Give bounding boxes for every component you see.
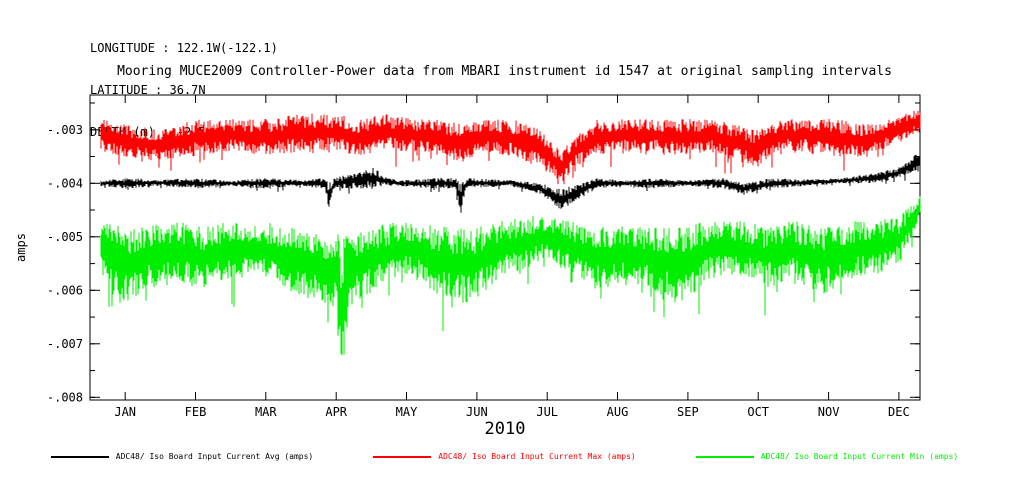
x-tick-label: JAN xyxy=(114,405,136,419)
legend-item-1: ADC48/ Iso Board Input Current Max (amps… xyxy=(373,452,636,461)
legend-line-sample xyxy=(50,455,109,458)
chart-legend: ADC48/ Iso Board Input Current Avg (amps… xyxy=(0,452,1009,461)
plot-title: Mooring MUCE2009 Controller-Power data f… xyxy=(117,64,892,79)
y-axis-title: amps xyxy=(14,233,28,262)
legend-item-0: ADC48/ Iso Board Input Current Avg (amps… xyxy=(50,452,314,461)
y-tick-label: -.007 xyxy=(47,337,83,351)
latitude-text: LATITUDE : 36.7N xyxy=(90,83,206,97)
y-tick-label: -.003 xyxy=(47,123,83,137)
x-axis-title: 2010 xyxy=(485,419,526,439)
legend-line-sample xyxy=(695,455,754,458)
x-tick-label: APR xyxy=(325,405,347,419)
x-tick-label: JUN xyxy=(466,405,488,419)
x-tick-label: SEP xyxy=(677,405,699,419)
legend-line-sample xyxy=(373,455,432,458)
legend-label: ADC48/ Iso Board Input Current Min (amps… xyxy=(760,452,959,461)
series-trace-2 xyxy=(100,196,921,356)
axes xyxy=(89,94,921,401)
x-tick-label: JUL xyxy=(536,405,558,419)
x-tick-label: AUG xyxy=(607,405,629,419)
legend-label: ADC48/ Iso Board Input Current Avg (amps… xyxy=(115,452,314,461)
y-tick-label: -.008 xyxy=(47,390,83,404)
x-tick-label: MAY xyxy=(396,405,418,419)
y-tick-label: -.004 xyxy=(47,176,83,190)
longitude-text: LONGITUDE : 122.1W(-122.1) xyxy=(90,41,278,55)
legend-label: ADC48/ Iso Board Input Current Max (amps… xyxy=(438,452,636,461)
x-tick-label: NOV xyxy=(818,405,840,419)
axis-labels: JAN FEB MAR APR MAY JUN JUL AUG SEP OCT NOV DEC -.00… xyxy=(14,123,910,439)
x-tick-label: DEC xyxy=(888,405,910,419)
y-tick-label: -.006 xyxy=(47,283,83,297)
series-trace-1 xyxy=(100,110,921,185)
x-tick-label: MAR xyxy=(255,405,277,419)
y-tick-label: -.005 xyxy=(47,230,83,244)
x-tick-label: FEB xyxy=(185,405,207,419)
series-trace-0 xyxy=(100,153,921,213)
x-tick-label: OCT xyxy=(747,405,769,419)
legend-item-2: ADC48/ Iso Board Input Current Min (amps… xyxy=(695,452,959,461)
